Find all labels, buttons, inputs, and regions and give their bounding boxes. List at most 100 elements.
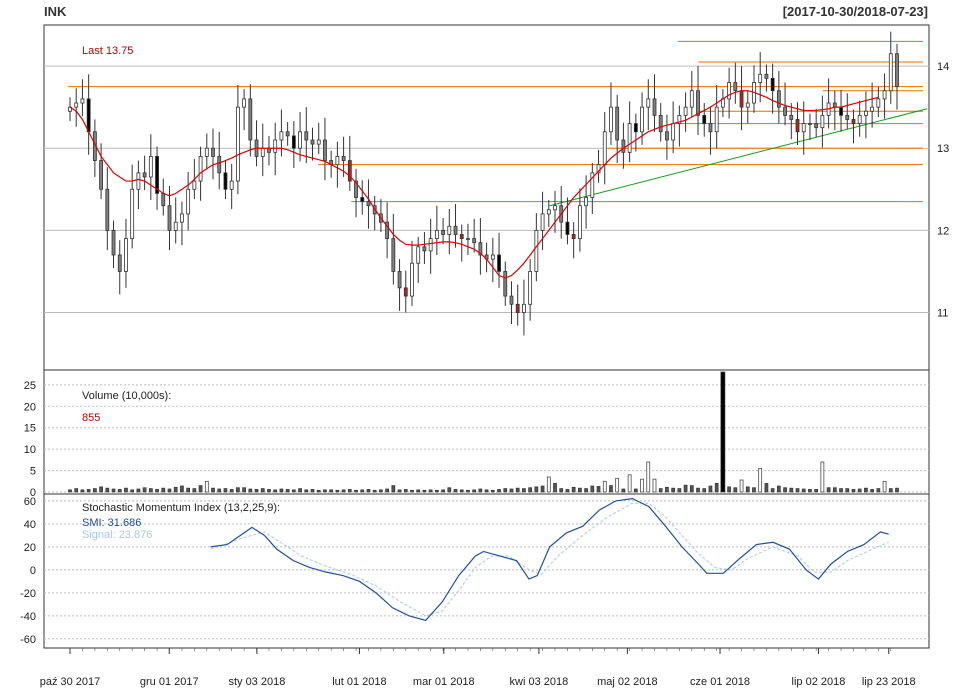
volume-bar — [304, 489, 309, 493]
price-tick-label: 14 — [937, 61, 949, 73]
candle-body — [416, 246, 421, 264]
volume-bar — [416, 489, 421, 493]
x-tick-label: gru 01 2017 — [140, 676, 199, 688]
candle-body — [273, 139, 278, 153]
candle-body — [633, 123, 638, 133]
candle-body — [441, 229, 445, 235]
volume-bar — [441, 489, 445, 493]
panel-frame-1 — [43, 369, 930, 495]
candle-body — [385, 221, 390, 239]
volume-bar — [155, 489, 159, 493]
smi-line — [210, 497, 889, 622]
volume-bar — [528, 487, 532, 493]
volume-bar — [882, 480, 887, 493]
volume-bar — [839, 488, 843, 493]
volume-bar — [497, 489, 501, 493]
candle-body — [876, 98, 881, 108]
volume-bar — [633, 488, 638, 493]
price-tick-label: 13 — [937, 143, 949, 155]
candle-body — [540, 213, 545, 231]
candle-body — [198, 156, 203, 182]
volume-bar — [733, 487, 738, 493]
volume-bar — [478, 488, 483, 493]
volume-bar — [428, 489, 433, 493]
candle-body — [845, 114, 850, 120]
candle-body — [117, 254, 122, 272]
volume-bar — [596, 486, 601, 493]
candle-body — [758, 73, 763, 83]
candle-body — [161, 192, 166, 207]
volume-bar — [167, 488, 172, 493]
volume-bar — [578, 487, 582, 493]
volume-tick-label: 15 — [24, 423, 36, 435]
volume-bar — [347, 489, 352, 493]
volume-tick-label: 25 — [24, 380, 36, 392]
candle-body — [820, 114, 825, 129]
candle-body — [74, 102, 79, 108]
volume-bar — [161, 487, 166, 493]
candle-body — [472, 238, 477, 244]
candle-body — [304, 131, 309, 141]
volume-bar — [267, 489, 271, 493]
volume-bar — [316, 489, 321, 493]
candle-body — [857, 114, 862, 124]
candle-body — [267, 147, 271, 153]
candle-body — [148, 156, 153, 178]
candle-body — [770, 77, 775, 92]
volume-bar — [298, 488, 302, 493]
volume-bar — [148, 488, 153, 493]
volume-bar — [391, 485, 396, 493]
candle-body — [204, 147, 209, 157]
volume-bar — [279, 488, 284, 493]
x-tick-label: maj 02 2018 — [597, 676, 658, 688]
volume-bar — [273, 489, 278, 493]
volume-bar — [484, 489, 489, 493]
volume-bar — [403, 489, 408, 493]
volume-bar — [124, 487, 128, 493]
candle-body — [434, 229, 439, 239]
volume-bar — [627, 474, 632, 493]
x-tick-label: cze 01 2018 — [690, 676, 750, 688]
smi-panel-label: Stochastic Momentum Index (13,2,25,9): — [82, 502, 280, 514]
smi-tick-label: -20 — [20, 588, 36, 600]
volume-bar — [783, 487, 787, 493]
candle-body — [124, 238, 128, 272]
candle-body — [640, 106, 644, 133]
volume-bar — [204, 480, 209, 493]
volume-bar — [385, 488, 389, 493]
candle-body — [808, 123, 812, 125]
candle-body — [665, 131, 669, 141]
volume-bar — [354, 489, 358, 493]
volume-bar — [814, 489, 819, 493]
x-tick-label: lip 23 2018 — [862, 676, 916, 688]
volume-bar — [86, 489, 91, 493]
candle-body — [186, 188, 191, 215]
volume-bar — [509, 488, 514, 493]
candle-body — [590, 172, 595, 198]
volume-bar — [466, 489, 470, 493]
panel-frame-0 — [43, 24, 930, 371]
candle-body — [167, 205, 172, 231]
volume-bar — [236, 487, 240, 493]
trend-line — [549, 108, 928, 207]
candle-body — [466, 238, 470, 240]
smi-value-label: SMI: 31.686 — [82, 517, 141, 529]
candle-body — [615, 106, 620, 141]
volume-bar — [870, 489, 874, 493]
volume-bar — [105, 487, 110, 493]
volume-bar — [372, 489, 377, 493]
volume-bar — [683, 484, 688, 493]
volume-bar — [727, 486, 731, 493]
candle-body — [870, 106, 875, 112]
candle-body — [341, 156, 346, 161]
candle-body — [733, 82, 738, 92]
volume-bar — [820, 461, 825, 493]
candle-body — [895, 53, 899, 88]
signal-value-label: Signal: 23.876 — [82, 529, 152, 541]
candle-body — [229, 180, 234, 190]
volume-bar — [80, 489, 85, 493]
volume-bar — [752, 487, 756, 493]
volume-bar — [895, 487, 899, 493]
volume-bar — [702, 488, 707, 493]
